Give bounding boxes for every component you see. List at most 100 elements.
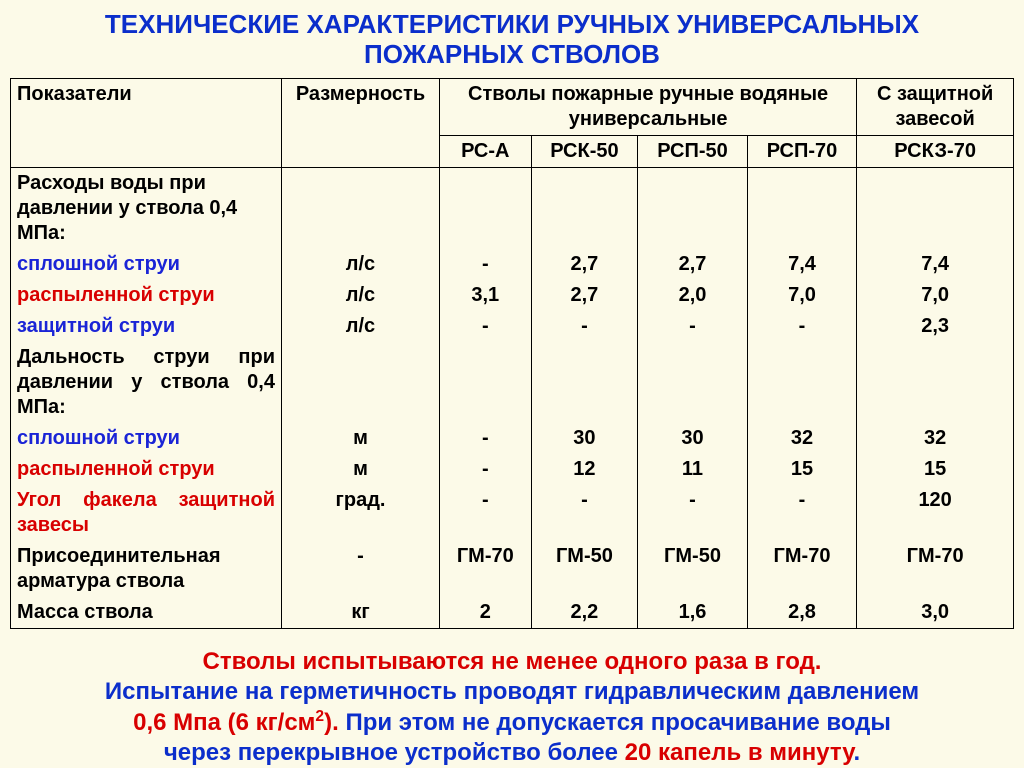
note-sup: 2 [315,708,324,725]
cell-value: 2 [440,597,532,629]
spec-table: Показатели Размерность Стволы пожарные р… [10,78,1014,629]
table-row: сплошной струил/с-2,72,77,47,4 [11,249,1014,280]
cell-value: 2,2 [531,597,638,629]
th-model-0: РС-А [440,135,532,167]
cell-value [531,342,638,423]
cell-value: 7,0 [747,280,857,311]
cell-value: - [747,485,857,541]
table-row: Масса стволакг22,21,62,83,0 [11,597,1014,629]
row-dimension: м [282,423,440,454]
th-dimension: Размерность [282,78,440,167]
cell-value: ГМ-70 [747,541,857,597]
note-l3c: При этом не допускается просачивание вод… [345,709,890,736]
cell-value: - [531,311,638,342]
row-label: Расходы воды при давлении у ствола 0,4 М… [11,167,282,249]
cell-value [747,342,857,423]
row-dimension: кг [282,597,440,629]
title-line-2: ПОЖАРНЫХ СТВОЛОВ [364,39,660,69]
th-model-2: РСП-50 [638,135,748,167]
cell-value: 2,3 [857,311,1014,342]
cell-value: 12 [531,454,638,485]
cell-value: 7,0 [857,280,1014,311]
table-row: Дальность струи при давлении у ствола 0,… [11,342,1014,423]
cell-value: - [747,311,857,342]
cell-value: 30 [638,423,748,454]
row-label: Присоединительная арматура ствола [11,541,282,597]
cell-value: - [440,249,532,280]
note-l2: Испытание на герметичность проводят гидр… [105,678,919,705]
th-model-1: РСК-50 [531,135,638,167]
cell-value [440,167,532,249]
cell-value: 2,0 [638,280,748,311]
row-label: распыленной струи [11,454,282,485]
cell-value [638,342,748,423]
note-l3b: ). [324,709,345,736]
cell-value [857,342,1014,423]
table-row: защитной струил/с----2,3 [11,311,1014,342]
table-row: распыленной струил/с3,12,72,07,07,0 [11,280,1014,311]
table-row: Расходы воды при давлении у ствола 0,4 М… [11,167,1014,249]
cell-value: 3,1 [440,280,532,311]
note-l4a: через перекрывное устройство более [164,739,625,766]
note-l3a: 0,6 Мпа (6 кг/см [133,709,315,736]
row-label: Масса ствола [11,597,282,629]
cell-value: 120 [857,485,1014,541]
cell-value [440,342,532,423]
cell-value: - [440,423,532,454]
row-dimension: град. [282,485,440,541]
cell-value: 30 [531,423,638,454]
table-row: сплошной струим-30303232 [11,423,1014,454]
cell-value: 2,7 [531,249,638,280]
cell-value: - [638,485,748,541]
cell-value: 32 [747,423,857,454]
cell-value: - [638,311,748,342]
row-label: Дальность струи при давлении у ствола 0,… [11,342,282,423]
cell-value [747,167,857,249]
footnote: Стволы испытываются не менее одного раза… [0,629,1024,768]
row-dimension: л/с [282,311,440,342]
note-l4c: . [854,739,861,766]
cell-value: ГМ-70 [440,541,532,597]
cell-value: 3,0 [857,597,1014,629]
row-dimension [282,342,440,423]
cell-value: ГМ-70 [857,541,1014,597]
cell-value: 1,6 [638,597,748,629]
row-label: Угол факела защитной завесы [11,485,282,541]
cell-value: 2,7 [531,280,638,311]
cell-value: - [531,485,638,541]
cell-value: 2,7 [638,249,748,280]
cell-value: 15 [747,454,857,485]
cell-value: 2,8 [747,597,857,629]
th-model-3: РСП-70 [747,135,857,167]
row-label: сплошной струи [11,249,282,280]
th-group-main: Стволы пожарные ручные водяные универсал… [440,78,857,135]
cell-value [857,167,1014,249]
row-dimension: л/с [282,280,440,311]
cell-value: 11 [638,454,748,485]
table-body: Расходы воды при давлении у ствола 0,4 М… [11,167,1014,628]
cell-value: 7,4 [857,249,1014,280]
title-line-1: ТЕХНИЧЕСКИЕ ХАРАКТЕРИСТИКИ РУЧНЫХ УНИВЕР… [105,9,919,39]
th-indicators: Показатели [11,78,282,167]
note-l4b: 20 капель в минуту [625,739,854,766]
row-label: распыленной струи [11,280,282,311]
th-group-shield: С защитной завесой [857,78,1014,135]
row-dimension: л/с [282,249,440,280]
cell-value [531,167,638,249]
row-label: сплошной струи [11,423,282,454]
table-row: Присоединительная арматура ствола-ГМ-70Г… [11,541,1014,597]
row-dimension [282,167,440,249]
row-dimension: м [282,454,440,485]
note-l1: Стволы испытываются не менее одного раза… [203,648,822,675]
page-title: ТЕХНИЧЕСКИЕ ХАРАКТЕРИСТИКИ РУЧНЫХ УНИВЕР… [0,0,1024,78]
th-model-4: РСКЗ-70 [857,135,1014,167]
row-label: защитной струи [11,311,282,342]
table-row: распыленной струим-12111515 [11,454,1014,485]
cell-value [638,167,748,249]
table-row: Угол факела защитной завесыград.----120 [11,485,1014,541]
cell-value: - [440,311,532,342]
row-dimension: - [282,541,440,597]
cell-value: ГМ-50 [531,541,638,597]
cell-value: 32 [857,423,1014,454]
cell-value: 15 [857,454,1014,485]
